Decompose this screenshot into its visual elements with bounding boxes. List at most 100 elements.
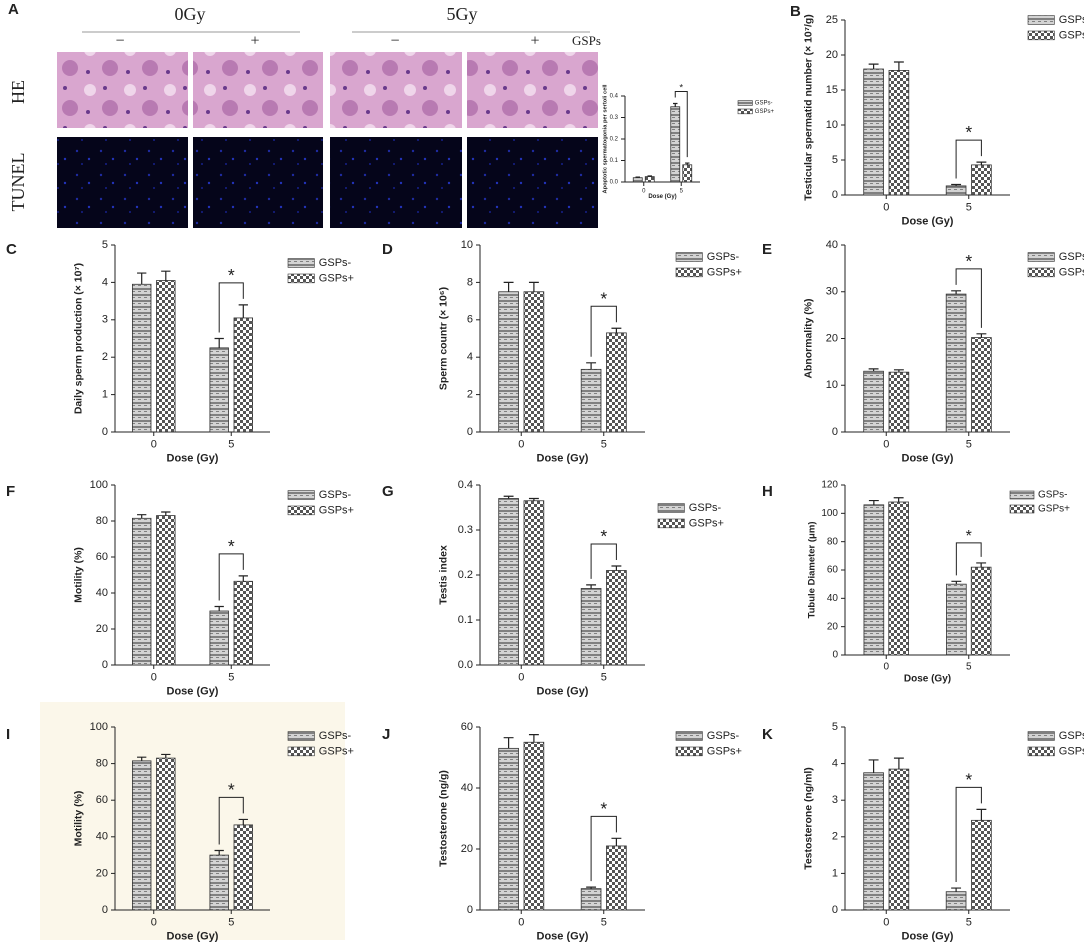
x-tick-label: 0 xyxy=(151,917,157,929)
legend-label: GSPs+ xyxy=(1038,504,1070,515)
treatment-sign: − xyxy=(115,33,124,50)
legend-label: GSPs- xyxy=(1038,490,1067,501)
legend-swatch xyxy=(657,503,685,513)
micrograph xyxy=(330,137,462,228)
micrograph xyxy=(467,137,598,228)
y-tick-label: 5 xyxy=(102,239,108,251)
bar xyxy=(156,280,176,433)
legend-label: GSPs+ xyxy=(1059,29,1084,41)
x-tick-label: 5 xyxy=(966,917,972,929)
significance-label: * xyxy=(228,779,235,799)
x-tick-label: 0 xyxy=(642,188,646,194)
x-tick-label: 0 xyxy=(883,202,889,214)
error-bar xyxy=(893,497,904,502)
error-bar xyxy=(611,837,622,846)
x-axis-label: Dose (Gy) xyxy=(167,930,219,942)
y-tick-label: 40 xyxy=(96,831,108,843)
x-axis-label: Dose (Gy) xyxy=(537,452,589,464)
y-axis-label: Abnormality (%) xyxy=(803,298,814,378)
legend-swatch xyxy=(1009,504,1035,514)
error-bar xyxy=(868,63,879,69)
legend-label: GSPs- xyxy=(1059,251,1084,263)
error-bar xyxy=(586,362,597,370)
error-bar xyxy=(976,161,987,165)
x-axis-label: Dose (Gy) xyxy=(648,194,676,200)
significance-bracket xyxy=(218,796,244,845)
error-bar xyxy=(528,497,539,501)
chart: 0.0 0.1 0.2 0.3 0.4 0 5 * Dose (Gy) Apoptotic spe… xyxy=(603,82,775,200)
legend-swatch xyxy=(737,100,753,106)
y-tick-label: 100 xyxy=(90,721,108,733)
legend-swatch xyxy=(1009,490,1035,500)
error-bar xyxy=(868,759,879,773)
error-bar xyxy=(951,290,962,295)
y-tick-label: 1 xyxy=(832,867,838,879)
bar xyxy=(670,106,681,183)
error-bar xyxy=(673,102,678,107)
y-axis-label: Sperm countr (× 10⁶) xyxy=(438,287,449,390)
bar xyxy=(945,891,967,911)
error-bar xyxy=(893,61,904,71)
x-tick-label: 5 xyxy=(601,917,607,929)
significance-bracket xyxy=(218,553,244,601)
bar xyxy=(523,291,545,433)
bar xyxy=(971,164,992,196)
error-bar xyxy=(528,281,539,292)
significance-label: * xyxy=(966,528,972,545)
bar xyxy=(233,824,254,911)
y-tick-label: 0.3 xyxy=(610,115,619,121)
panel-label: H xyxy=(762,483,773,500)
y-tick-label: 20 xyxy=(461,843,473,855)
y-tick-label: 80 xyxy=(96,515,108,527)
bar xyxy=(606,845,627,911)
error-bar xyxy=(868,499,879,505)
bar xyxy=(209,347,229,433)
y-tick-label: 40 xyxy=(826,239,838,251)
x-tick-label: 0 xyxy=(518,917,524,929)
significance-bracket xyxy=(955,139,982,179)
x-tick-label: 5 xyxy=(601,672,607,684)
bar xyxy=(498,291,519,433)
y-tick-label: 0.2 xyxy=(610,137,619,143)
legend-label: GSPs+ xyxy=(689,517,724,529)
error-bar xyxy=(586,584,597,589)
panel-a: A 0Gy 5Gy − + − + GSPs HE TUNEL xyxy=(8,1,601,228)
y-tick-label: 10 xyxy=(826,119,838,131)
x-tick-label: 5 xyxy=(601,439,607,451)
bar xyxy=(523,500,545,666)
x-tick-label: 0 xyxy=(151,439,157,451)
legend-swatch xyxy=(657,518,685,529)
y-tick-label: 0.2 xyxy=(458,569,473,581)
x-axis-label: Dose (Gy) xyxy=(537,930,589,942)
error-bar xyxy=(635,176,640,178)
significance-label: * xyxy=(965,251,972,271)
error-bar xyxy=(586,886,597,889)
y-tick-label: 100 xyxy=(90,479,108,491)
legend-label: GSPs+ xyxy=(755,109,775,115)
micrograph xyxy=(330,52,462,128)
y-tick-label: 8 xyxy=(467,276,473,288)
chart: H 0 20 40 60 80 100 120 0 5 * Dose (Gy) Tubule Diame… xyxy=(762,480,1070,685)
legend-label: GSPs+ xyxy=(707,266,742,278)
error-bar xyxy=(214,337,224,348)
x-axis-label: Dose (Gy) xyxy=(167,685,219,697)
bar xyxy=(682,164,693,183)
chart: K 0 1 2 3 4 5 0 5 * Dose (Gy) Testosterone (ng/ml) G… xyxy=(762,721,1084,942)
bar xyxy=(156,515,176,666)
y-axis-label: Testosterone (ng/ml) xyxy=(803,767,814,869)
y-tick-label: 0 xyxy=(102,904,108,916)
panel-label: C xyxy=(6,241,17,258)
bar xyxy=(644,176,655,183)
y-axis-label: Tubule Diameter (μm) xyxy=(807,522,818,619)
y-tick-label: 0.3 xyxy=(458,524,473,536)
y-tick-label: 6 xyxy=(467,314,473,326)
panel-label: D xyxy=(382,241,393,258)
y-tick-label: 25 xyxy=(826,14,838,26)
error-bar xyxy=(976,562,987,568)
legend-swatch xyxy=(675,252,703,262)
y-tick-label: 60 xyxy=(827,565,839,576)
y-tick-label: 20 xyxy=(827,621,839,632)
panel-label: I xyxy=(6,726,10,743)
micrograph xyxy=(193,52,323,128)
